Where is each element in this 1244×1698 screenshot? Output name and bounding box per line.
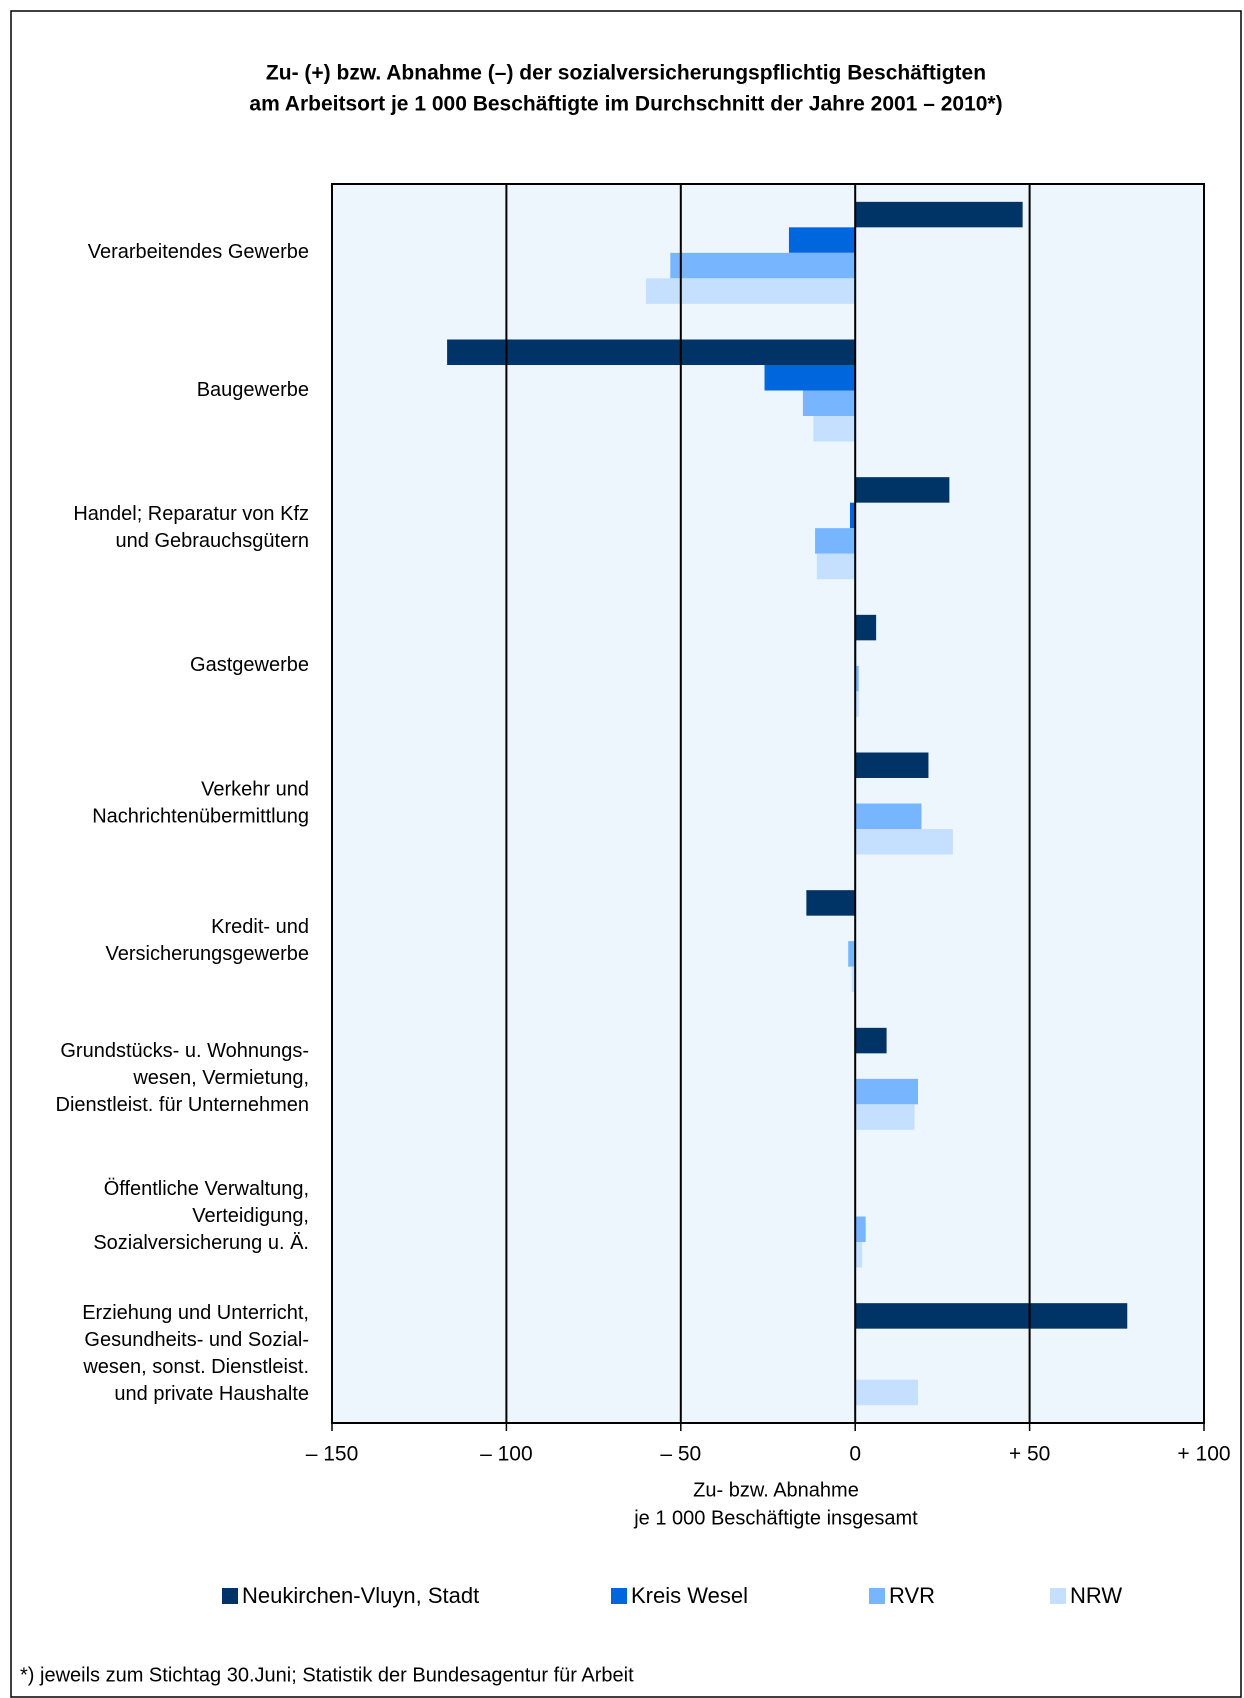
footnote: *) jeweils zum Stichtag 30.Juni; Statist…	[20, 1664, 634, 1686]
bar	[645, 278, 856, 304]
bar	[670, 252, 856, 279]
bar	[855, 691, 859, 717]
category-label: Gesundheits- und Sozial-	[84, 1329, 309, 1351]
bar	[855, 614, 877, 641]
legend-label: Kreis Wesel	[631, 1583, 748, 1608]
bar	[815, 528, 856, 554]
category-label: Versicherungsgewerbe	[106, 943, 309, 965]
category-label: Sozialversicherung u. Ä.	[93, 1232, 309, 1254]
category-label: Handel; Reparatur von Kfz	[73, 503, 309, 525]
bar	[851, 966, 856, 993]
x-tick-label: – 150	[306, 1443, 359, 1466]
category-label: Verteidigung,	[192, 1205, 309, 1227]
x-tick-label: 0	[849, 1443, 861, 1466]
x-tick-label: – 50	[660, 1443, 701, 1466]
x-tick-label: + 50	[1009, 1443, 1050, 1466]
category-label: Erziehung und Unterricht,	[82, 1302, 309, 1324]
category-label: Verarbeitendes Gewerbe	[88, 241, 309, 263]
bar	[855, 665, 859, 692]
x-axis-title: je 1 000 Beschäftigte insgesamt	[633, 1507, 918, 1529]
bar	[855, 201, 1023, 228]
bar	[816, 553, 856, 580]
legend-swatch	[611, 1588, 627, 1604]
category-label: wesen, Vermietung,	[132, 1067, 309, 1089]
category-label: Baugewerbe	[197, 379, 309, 401]
x-tick-label: – 100	[480, 1443, 533, 1466]
bar	[855, 1242, 863, 1268]
legend-label: Neukirchen-Vluyn, Stadt	[242, 1583, 479, 1608]
bar	[813, 416, 856, 442]
chart-title: am Arbeitsort je 1 000 Beschäftigte im D…	[249, 93, 1002, 116]
category-label: Verkehr und	[201, 778, 309, 800]
legend-swatch	[869, 1588, 885, 1604]
legend-label: NRW	[1070, 1583, 1122, 1608]
bar	[855, 1216, 866, 1242]
bar	[855, 752, 929, 778]
chart-title: Zu- (+) bzw. Abnahme (–) der sozialversi…	[266, 62, 986, 85]
category-label: Öffentliche Verwaltung,	[104, 1178, 309, 1200]
legend-swatch	[1050, 1588, 1066, 1604]
frame	[10, 10, 1242, 1698]
x-axis-title: Zu- bzw. Abnahme	[693, 1479, 859, 1501]
x-tick-label: + 100	[1177, 1443, 1230, 1466]
bar	[788, 227, 856, 253]
legend-label: RVR	[889, 1583, 935, 1608]
category-label: Kredit- und	[211, 916, 309, 938]
bar	[806, 890, 856, 916]
bar	[855, 1104, 915, 1130]
legend-swatch	[222, 1588, 238, 1604]
bar	[855, 829, 953, 855]
bar	[855, 1379, 918, 1406]
bar	[855, 803, 922, 829]
bar	[855, 1078, 918, 1105]
bar	[855, 1303, 1128, 1329]
bar	[802, 390, 856, 416]
bar	[447, 339, 856, 365]
bar	[849, 502, 856, 529]
bar	[855, 1027, 887, 1054]
category-label: Grundstücks- u. Wohnungs-	[60, 1040, 309, 1062]
category-label: und private Haushalte	[114, 1383, 309, 1405]
category-label: und Gebrauchsgütern	[116, 530, 309, 552]
bar	[764, 365, 856, 391]
bar	[855, 477, 950, 503]
category-label: wesen, sonst. Dienstleist.	[82, 1356, 309, 1378]
category-label: Gastgewerbe	[190, 654, 309, 676]
bar	[848, 941, 856, 967]
plot-border	[331, 183, 1205, 1424]
category-label: Nachrichtenübermittlung	[92, 805, 309, 827]
category-label: Dienstleist. für Unternehmen	[56, 1094, 309, 1116]
